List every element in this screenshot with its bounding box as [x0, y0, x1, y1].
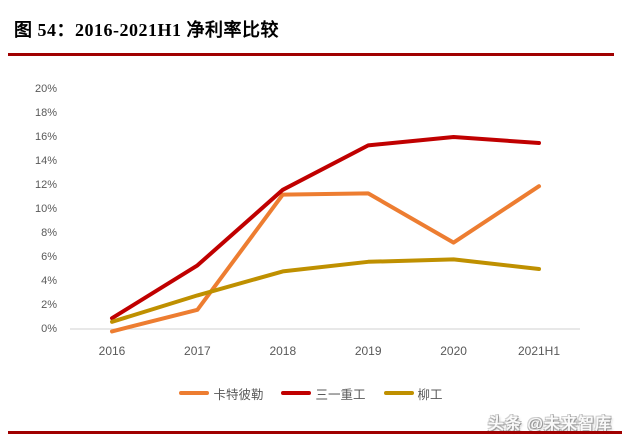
legend-item-0: 卡特彼勒 — [179, 384, 263, 403]
y-tick-label: 18% — [34, 107, 57, 119]
legend-label: 三一重工 — [315, 387, 366, 402]
series-line-2 — [110, 257, 541, 324]
x-tick-label: 2019 — [354, 344, 382, 358]
x-tick-label: 2020 — [440, 344, 467, 358]
legend-dash-icon — [281, 391, 312, 395]
y-tick-label: 12% — [34, 179, 57, 191]
footer-rule — [8, 431, 622, 434]
chart-legend: 卡特彼勒 三一重工 柳工 — [0, 384, 622, 403]
figure-title: 图 54：2016-2021H1 净利率比较 — [14, 20, 279, 40]
legend-item-1: 三一重工 — [281, 384, 366, 403]
y-tick-label: 10% — [34, 203, 57, 215]
y-tick-label: 0% — [41, 323, 57, 335]
title-underline — [8, 53, 614, 56]
x-tick-label: 2018 — [269, 344, 297, 358]
chart-canvas — [70, 135, 580, 334]
legend-label: 卡特彼勒 — [213, 387, 264, 402]
y-tick-label: 6% — [41, 251, 57, 263]
y-tick-label: 14% — [34, 155, 57, 167]
x-tick-label: 2021H1 — [517, 344, 561, 358]
x-tick-label: 2017 — [184, 344, 211, 358]
legend-item-2: 柳工 — [383, 384, 443, 403]
series-line-0 — [110, 184, 541, 334]
x-tick-label: 2016 — [98, 344, 126, 358]
legend-dash-icon — [179, 391, 210, 395]
y-tick-label: 4% — [41, 275, 57, 287]
legend-label: 柳工 — [417, 387, 443, 402]
y-tick-label: 20% — [34, 83, 57, 95]
y-tick-label: 2% — [41, 299, 57, 311]
series-line-1 — [110, 135, 541, 321]
y-tick-label: 8% — [41, 227, 57, 239]
y-tick-label: 16% — [34, 131, 57, 143]
legend-dash-icon — [383, 391, 414, 395]
watermark-text: 头条 @未来智库 — [487, 416, 612, 433]
